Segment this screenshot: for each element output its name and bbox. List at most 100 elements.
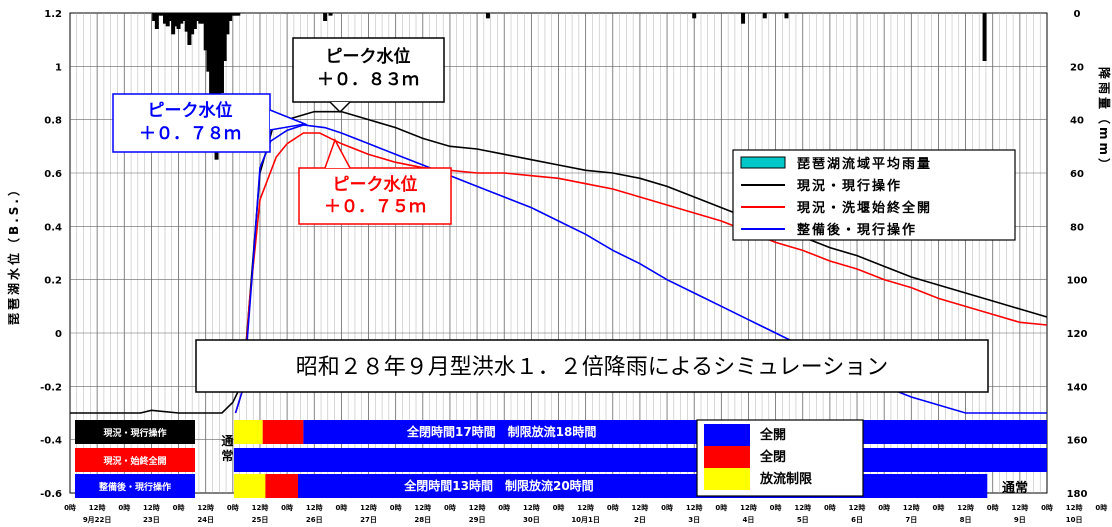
rain-bar <box>160 13 165 16</box>
legend-label: 琵琶湖流域平均雨量 <box>797 156 932 172</box>
x-day-label: 24日 <box>197 516 214 524</box>
rain-bar <box>236 13 241 16</box>
x-hour-label: 0時 <box>1041 503 1053 512</box>
x-hour-label: 0時 <box>281 503 293 512</box>
op-seg-closed <box>262 420 304 444</box>
rain-bar <box>233 13 238 16</box>
rain-bar <box>784 13 789 19</box>
x-day-label: 8日 <box>960 516 972 524</box>
x-hour-label: 0時 <box>1095 503 1107 512</box>
op-row-label-bg <box>75 420 195 444</box>
y-tick-label: 1 <box>55 62 62 73</box>
normal-label-left-1: 通 <box>221 433 233 448</box>
y-tick-label: 0.6 <box>44 169 62 180</box>
rain-bar <box>176 13 181 29</box>
op-seg-limit <box>233 474 266 498</box>
x-hour-label: 12時 <box>1066 503 1083 512</box>
rain-bar <box>206 13 211 72</box>
y2-tick-label: 40 <box>1070 116 1084 127</box>
y2-tick-label: 180 <box>1067 489 1088 500</box>
rain-bar <box>173 13 178 27</box>
x-hour-label: 0時 <box>770 503 782 512</box>
x-hour-label: 0時 <box>390 503 402 512</box>
rain-bar <box>323 13 328 21</box>
legend-label: 整備後・現行操作 <box>796 222 917 238</box>
y2-tick-label: 20 <box>1070 62 1084 73</box>
y2-tick-label: 120 <box>1067 329 1088 340</box>
rain-bar <box>217 13 222 141</box>
legend-label: 現況・現行操作 <box>797 178 902 194</box>
rain-bar <box>982 13 987 61</box>
rain-bar <box>228 13 233 21</box>
y-tick-label: 0.8 <box>44 116 62 127</box>
op-row-label-bg <box>75 474 195 498</box>
y-tick-label: 1.2 <box>44 9 62 20</box>
rain-bar <box>184 13 189 32</box>
x-hour-label: 12時 <box>306 503 323 512</box>
x-hour-label: 0時 <box>987 503 999 512</box>
x-hour-label: 12時 <box>740 503 757 512</box>
x-hour-label: 12時 <box>89 503 106 512</box>
x-hour-label: 0時 <box>173 503 185 512</box>
y-tick-label: -0.2 <box>40 382 62 393</box>
x-hour-label: 12時 <box>903 503 920 512</box>
y-axis-label: 琵琶湖水位（B.S.） <box>6 181 21 325</box>
x-day-label: 6日 <box>851 516 863 524</box>
bar-legend-swatch <box>704 468 750 490</box>
x-hour-label: 12時 <box>143 503 160 512</box>
legend-label: 現況・洗堰始終全開 <box>797 200 932 216</box>
y2-axis-label: 降雨量（mm） <box>1097 67 1112 173</box>
rain-bar <box>162 13 167 24</box>
x-hour-label: 0時 <box>498 503 510 512</box>
legend-swatch <box>740 156 786 169</box>
x-hour-label: 12時 <box>360 503 377 512</box>
op-seg-open <box>233 448 1047 472</box>
rain-bar <box>692 13 697 19</box>
x-day-label: 29日 <box>469 516 486 524</box>
x-hour-label: 12時 <box>1011 503 1028 512</box>
peak-red-box <box>298 167 452 225</box>
x-day-label: 5日 <box>797 516 809 524</box>
rain-bar <box>222 13 227 61</box>
op-row-text: 全閉時間13時間 制限放流20時間 <box>403 478 593 493</box>
rain-bar <box>181 13 186 21</box>
rain-bar <box>214 13 219 160</box>
peak-blue-line1: ピーク水位 <box>148 100 233 121</box>
bar-legend-label: 放流制限 <box>759 471 813 487</box>
x-hour-label: 0時 <box>933 503 945 512</box>
rain-bar <box>485 13 490 19</box>
rain-bar <box>154 13 159 29</box>
x-hour-label: 12時 <box>957 503 974 512</box>
rain-bar <box>741 13 746 24</box>
op-row-label: 現況・現行操作 <box>103 427 166 439</box>
op-row-label-bg <box>75 448 195 472</box>
x-hour-label: 12時 <box>794 503 811 512</box>
op-row-label: 現況・始終全開 <box>103 455 166 467</box>
peak-black-pointer <box>329 101 351 114</box>
x-day-label: 9日 <box>1014 516 1026 524</box>
bar-legend-swatch <box>704 424 750 446</box>
peak-black-line1: ピーク水位 <box>326 46 411 67</box>
x-day-label: 9月22日 <box>83 516 112 524</box>
x-hour-label: 0時 <box>227 503 239 512</box>
x-hour-label: 12時 <box>469 503 486 512</box>
rain-bar <box>762 13 767 19</box>
rain-bar <box>165 13 170 27</box>
rain-bar <box>192 13 197 29</box>
rain-bars <box>152 13 987 160</box>
bar-legend-label: 全閉 <box>759 449 786 465</box>
rain-bar <box>211 13 216 136</box>
x-hour-label: 0時 <box>607 503 619 512</box>
chart-title: 昭和２８年９月型洪水１．２倍降雨によるシミュレーション <box>296 355 888 380</box>
rain-bar <box>152 13 157 21</box>
title-box: 昭和２８年９月型洪水１．２倍降雨によるシミュレーション <box>195 339 989 393</box>
series-line-2 <box>234 132 1048 414</box>
x-hour-label: 12時 <box>686 503 703 512</box>
x-day-label: 2日 <box>634 516 646 524</box>
peak-red-pointer <box>324 138 351 169</box>
y2-tick-label: 140 <box>1067 382 1088 393</box>
x-day-label: 7日 <box>905 516 917 524</box>
y2-tick-label: 100 <box>1067 276 1088 287</box>
